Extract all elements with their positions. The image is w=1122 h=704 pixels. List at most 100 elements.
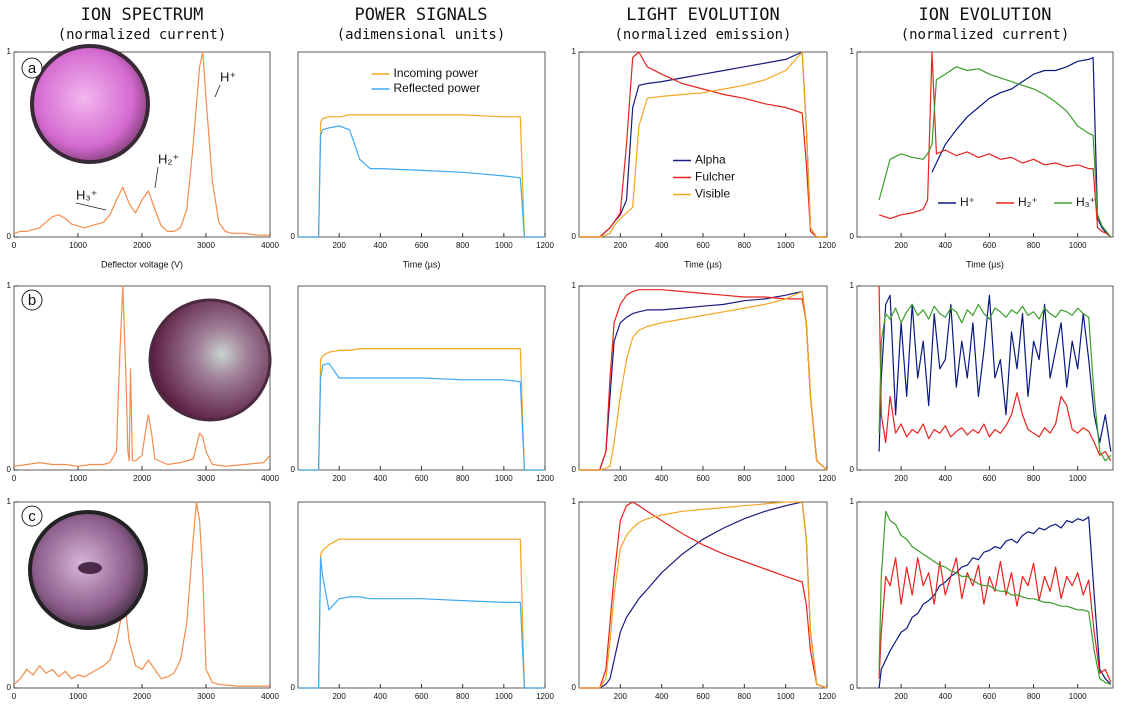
series-line (298, 114, 545, 238)
legend-label: Alpha (695, 153, 726, 167)
y-tick-label: 0 (572, 465, 577, 474)
panel: 200 400 600 800 1000 0 1 (850, 497, 1114, 701)
x-tick-label: 2000 (133, 692, 151, 701)
y-tick-label: 1 (850, 281, 855, 290)
series-line (878, 510, 1111, 685)
y-tick-label: 0 (7, 683, 12, 692)
x-tick-label: 800 (456, 692, 470, 701)
x-tick-label: 600 (696, 692, 710, 701)
x-tick-label: 400 (939, 692, 953, 701)
x-tick-label: 2000 (133, 241, 151, 250)
y-tick-label: 1 (7, 497, 12, 506)
x-tick-label: 400 (655, 241, 669, 250)
y-tick-label: 1 (7, 281, 12, 290)
panel: 0 1000 2000 3000 4000 0 1 Deflector voltage (V)… (7, 47, 280, 269)
series-line (13, 501, 270, 687)
x-tick-label: 1000 (69, 474, 87, 483)
y-tick-label: 0 (850, 683, 855, 692)
x-tick-label: 400 (374, 692, 388, 701)
panel: 0 1000 2000 3000 4000 0 1 (7, 281, 280, 483)
annotation-leader (75, 202, 107, 211)
panel: 200 400 600 800 1000 1200 0 1 (572, 497, 837, 701)
y-tick-label: 1 (572, 497, 577, 506)
x-tick-label: 800 (456, 474, 470, 483)
plot-frame (856, 501, 1114, 689)
x-tick-label: 800 (738, 692, 752, 701)
series-line (931, 57, 1112, 238)
x-tick-label: 800 (1027, 474, 1041, 483)
annotation-leader (154, 166, 159, 189)
series-line (298, 362, 545, 471)
y-tick-label: 1 (850, 47, 855, 56)
series-line (878, 285, 1112, 462)
x-tick-label: 400 (939, 474, 953, 483)
column-title: ION SPECTRUM (81, 5, 204, 25)
column-title: ION EVOLUTION (918, 5, 1051, 25)
x-tick-label: 4000 (261, 474, 279, 483)
x-tick-label: 200 (332, 474, 346, 483)
legend-label: Reflected power (394, 81, 481, 95)
x-tick-label: 600 (983, 241, 997, 250)
plasma-image (30, 44, 150, 164)
series-line (878, 557, 1112, 683)
x-tick-label: 800 (738, 474, 752, 483)
x-tick-label: 600 (983, 692, 997, 701)
plasma-image (148, 298, 272, 422)
series-line (298, 125, 545, 238)
x-tick-label: 1200 (818, 474, 836, 483)
panel-label: b (28, 292, 36, 309)
annotation: H⁺ (220, 69, 236, 84)
x-tick-label: 1000 (495, 241, 513, 250)
column-title: LIGHT EVOLUTION (626, 5, 780, 25)
series-line (13, 285, 271, 467)
series-line (878, 66, 1112, 238)
panel: 200 400 600 800 1000 1200 0 1 (572, 281, 837, 483)
legend-label: H⁺ (960, 195, 975, 209)
series-line (579, 501, 828, 689)
x-tick-label: 1000 (495, 474, 513, 483)
y-tick-label: 0 (291, 683, 296, 692)
x-tick-label: 200 (614, 692, 628, 701)
x-tick-label: 3000 (197, 241, 215, 250)
legend-label: Visible (695, 187, 730, 201)
panel-label: a (28, 60, 37, 77)
x-tick-label: 1000 (495, 692, 513, 701)
x-tick-label: 400 (655, 474, 669, 483)
panel-label-circle (21, 505, 43, 527)
overlay: a b c (21, 44, 272, 630)
x-tick-label: 4000 (261, 692, 279, 701)
y-tick-label: 0 (7, 232, 12, 241)
x-tick-label: 400 (374, 241, 388, 250)
series-line (878, 303, 1112, 462)
panel-label: c (28, 508, 36, 525)
x-tick-label: 1000 (1069, 692, 1087, 701)
y-tick-label: 0 (291, 465, 296, 474)
y-tick-label: 0 (291, 232, 296, 241)
x-tick-label: 600 (415, 241, 429, 250)
plot-frame (856, 51, 1114, 238)
x-tick-label: 0 (12, 692, 17, 701)
column-subtitle: (normalized current) (901, 27, 1070, 43)
x-tick-label: 200 (332, 241, 346, 250)
x-tick-label: 400 (939, 241, 953, 250)
y-tick-label: 0 (572, 232, 577, 241)
panel-label-circle (21, 57, 43, 79)
x-tick-label: 600 (983, 474, 997, 483)
x-tick-label: 600 (696, 474, 710, 483)
series-line (878, 294, 1112, 452)
plot-frame (856, 285, 1114, 471)
plot-frame (297, 501, 546, 689)
x-tick-label: 1200 (818, 692, 836, 701)
x-tick-label: 200 (894, 241, 908, 250)
annotation: H₂⁺ (158, 151, 179, 166)
x-tick-label: 1000 (777, 241, 795, 250)
series-line (579, 51, 827, 238)
x-axis-label: Deflector voltage (V) (101, 259, 183, 269)
annotation: H₃⁺ (76, 187, 98, 202)
series-line (298, 538, 545, 689)
panel-label-circle (21, 289, 43, 311)
x-tick-label: 0 (12, 241, 17, 250)
x-axis-label: Time (µs) (684, 259, 722, 269)
charts: ION SPECTRUM (normalized current) POWER SI… (7, 5, 1114, 701)
x-tick-label: 1000 (1069, 241, 1087, 250)
